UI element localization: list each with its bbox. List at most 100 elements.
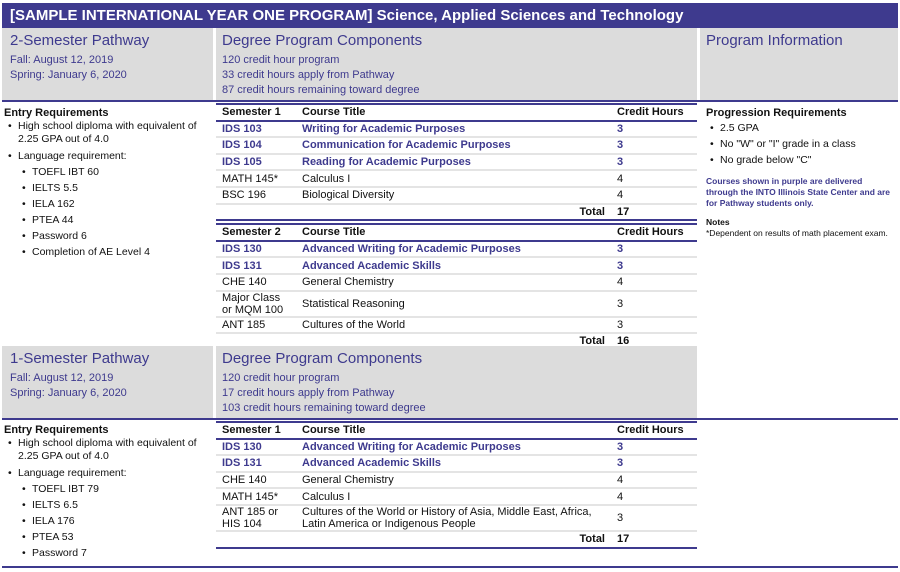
- components-title: Degree Program Components: [222, 350, 423, 367]
- course-code: IDS 130: [216, 438, 296, 457]
- semester-table: Semester 1 Course Title Credit Hours IDS 10…: [216, 103, 697, 222]
- course-title: Cultures of the World or History of Asia…: [296, 504, 611, 532]
- pathway-header-1sem: 1-Semester Pathway Fall: August 12, 2019…: [2, 346, 213, 418]
- course-code: ANT 185: [216, 316, 296, 335]
- course-title: Calculus I: [296, 170, 611, 188]
- language-item: PTEA 53: [18, 529, 212, 545]
- progression-item: No "W" or "I" grade in a class: [706, 136, 896, 152]
- course-code: CHE 140: [216, 471, 296, 490]
- total-value: 17: [611, 529, 697, 549]
- credit-hours: 3: [611, 438, 697, 457]
- credit-hours: 3: [611, 504, 697, 532]
- notes-text: *Dependent on results of math placement …: [706, 228, 888, 238]
- course-title: Communication for Academic Purposes: [296, 137, 611, 155]
- credit-hours: 3: [611, 120, 697, 139]
- course-code: MATH 145*: [216, 170, 296, 188]
- credit-hours: 4: [611, 471, 697, 490]
- language-item: IELA 176: [18, 513, 212, 529]
- credit-hours: 4: [611, 170, 697, 188]
- entry-item-label: Language requirement:: [18, 150, 127, 162]
- component-line: 120 credit hour program: [222, 54, 340, 66]
- column-header: Semester 1: [216, 103, 296, 122]
- language-item: IELTS 5.5: [18, 180, 212, 196]
- column-header: Course Title: [296, 103, 611, 122]
- divider: [2, 566, 898, 568]
- language-item: Password 6: [18, 228, 212, 244]
- total-spacer: [216, 529, 296, 549]
- language-item: TOEFL IBT 79: [18, 481, 212, 497]
- table-row: BSC 196 Biological Diversity 4: [216, 186, 697, 205]
- entry-item: Language requirement: TOEFL IBT 79IELTS 6…: [4, 465, 212, 561]
- component-line: 120 credit hour program: [222, 372, 340, 384]
- component-line: 87 credit hours remaining toward degree: [222, 84, 420, 96]
- progression-item: 2.5 GPA: [706, 120, 896, 136]
- entry-list: High school diploma with equivalent of 2…: [4, 120, 212, 260]
- credit-hours: 3: [611, 257, 697, 275]
- credit-hours: 4: [611, 186, 697, 205]
- entry-item: High school diploma with equivalent of 2…: [4, 120, 212, 146]
- program-info-header: Program Information: [700, 28, 898, 100]
- credit-hours: 3: [611, 153, 697, 172]
- course-code: IDS 104: [216, 137, 296, 155]
- course-code: IDS 105: [216, 153, 296, 172]
- components-header-1sem: Degree Program Components 120 credit hou…: [216, 346, 697, 418]
- notes-title: Notes: [706, 217, 730, 227]
- column-header: Course Title: [296, 421, 611, 440]
- table-row: IDS 131 Advanced Academic Skills 3: [216, 455, 697, 473]
- total-value: 17: [611, 202, 697, 222]
- entry-item: Language requirement: TOEFL IBT 60IELTS 5…: [4, 148, 212, 260]
- semester-tables: Semester 1 Course Title Credit Hours IDS 13…: [216, 421, 697, 549]
- language-list: TOEFL IBT 79IELTS 6.5IELA 176PTEA 53Pass…: [18, 481, 212, 561]
- course-code: IDS 103: [216, 120, 296, 139]
- column-header: Course Title: [296, 223, 611, 242]
- semester-table: Semester 1 Course Title Credit Hours IDS 13…: [216, 421, 697, 549]
- pathway-title: 2-Semester Pathway: [10, 32, 150, 49]
- table-row: IDS 105 Reading for Academic Purposes 3: [216, 153, 697, 172]
- total-label: Total: [296, 202, 611, 222]
- course-title: Reading for Academic Purposes: [296, 153, 611, 172]
- progression-title: Progression Requirements: [706, 107, 847, 119]
- course-title: Cultures of the World: [296, 316, 611, 335]
- course-title: General Chemistry: [296, 273, 611, 292]
- course-code: ANT 185 or HIS 104: [216, 504, 296, 532]
- component-line: 103 credit hours remaining toward degree: [222, 402, 426, 414]
- total-row: Total 17: [216, 529, 697, 549]
- course-title: Biological Diversity: [296, 186, 611, 205]
- credit-hours: 3: [611, 316, 697, 335]
- pathway-header-2sem: 2-Semester Pathway Fall: August 12, 2019…: [2, 28, 213, 100]
- component-line: 33 credit hours apply from Pathway: [222, 69, 395, 81]
- entry-requirements: Entry RequirementsHigh school diploma wi…: [4, 107, 212, 260]
- table-row: ANT 185 or HIS 104 Cultures of the World …: [216, 504, 697, 532]
- entry-requirements: Entry RequirementsHigh school diploma wi…: [4, 424, 212, 561]
- total-label: Total: [296, 529, 611, 549]
- credit-hours: 4: [611, 488, 697, 506]
- total-spacer: [216, 202, 296, 222]
- course-title: Advanced Academic Skills: [296, 455, 611, 473]
- entry-item: High school diploma with equivalent of 2…: [4, 437, 212, 463]
- fall-date: Fall: August 12, 2019: [10, 372, 114, 384]
- program-info-title: Program Information: [706, 32, 843, 49]
- entry-title: Entry Requirements: [4, 424, 109, 436]
- credit-hours: 3: [611, 240, 697, 259]
- table-row: IDS 104 Communication for Academic Purpos…: [216, 137, 697, 155]
- purple-note: Courses shown in purple are delivered th…: [706, 176, 891, 208]
- progression-item: No grade below "C": [706, 152, 896, 168]
- table-row: ANT 185 Cultures of the World 3: [216, 316, 697, 335]
- language-item: PTEA 44: [18, 212, 212, 228]
- course-title: Writing for Academic Purposes: [296, 120, 611, 139]
- table-header-row: Semester 2 Course Title Credit Hours: [216, 223, 697, 242]
- entry-title: Entry Requirements: [4, 107, 109, 119]
- table-row: Major Class or MQM 100 Statistical Reason…: [216, 290, 697, 318]
- column-header: Credit Hours: [611, 223, 697, 242]
- course-code: IDS 131: [216, 257, 296, 275]
- course-code: CHE 140: [216, 273, 296, 292]
- semester-table: Semester 2 Course Title Credit Hours IDS 13…: [216, 223, 697, 351]
- fall-date: Fall: August 12, 2019: [10, 54, 114, 66]
- divider: [2, 100, 898, 102]
- language-list: TOEFL IBT 60IELTS 5.5IELA 162PTEA 44Pass…: [18, 164, 212, 260]
- table-row: IDS 103 Writing for Academic Purposes 3: [216, 120, 697, 139]
- course-title: Advanced Academic Skills: [296, 257, 611, 275]
- course-code: IDS 130: [216, 240, 296, 259]
